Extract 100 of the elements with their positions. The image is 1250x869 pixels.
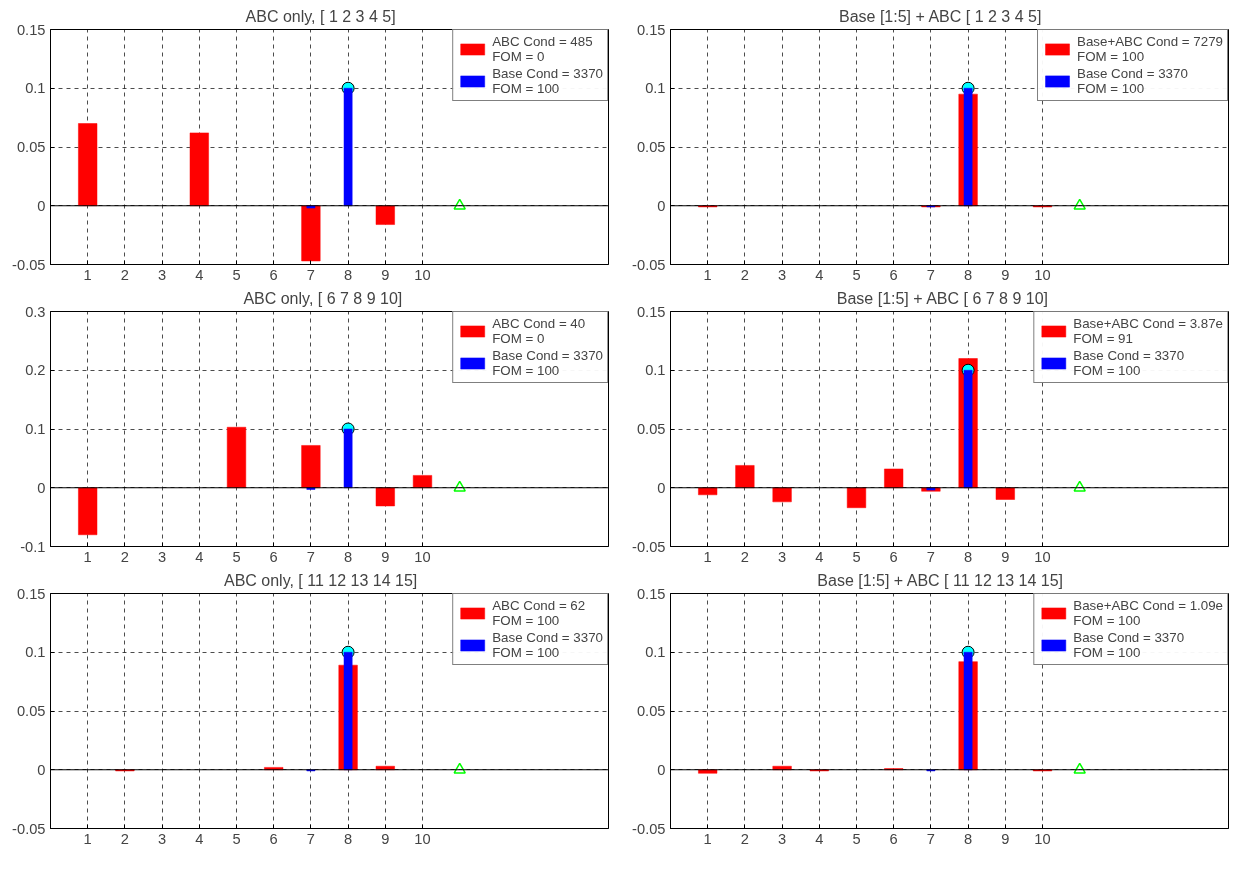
x-tick-label: 9 [381,548,390,565]
x-tick-label: 9 [1001,548,1010,565]
x-tick-label: 3 [158,266,167,283]
x-tick-label: 7 [926,266,935,283]
x-tick-label: 10 [414,830,431,847]
y-tick-label: 0.1 [25,80,46,97]
x-tick-label: 3 [778,266,787,283]
y-tick-label: 0.15 [16,585,46,602]
x-tick-label: 6 [889,266,898,283]
legend-label: Base+ABC Cond = 7279 FOM = 100 [1077,34,1223,64]
legend-label: ABC Cond = 40 FOM = 0 [492,316,586,346]
y-tick-label: 0.05 [636,139,666,155]
legend-label: Base+ABC Cond = 3.87e FOM = 91 [1073,316,1223,346]
chart-title: Base [1:5] + ABC [ 11 12 13 14 15] [817,571,1063,589]
y-tick-label: 0.1 [645,80,666,97]
x-tick-label: 8 [344,548,353,565]
y-tick-label: -0.05 [632,256,666,273]
y-tick-label: 0.15 [16,21,46,38]
chart-title: Base [1:5] + ABC [ 1 2 3 4 5] [838,7,1042,25]
legend-label: Base Cond = 3370 FOM = 100 [492,348,603,378]
y-tick-label: 0 [37,761,46,778]
y-tick-label: 0.3 [25,303,46,320]
x-tick-label: 9 [381,830,390,847]
x-tick-label: 3 [158,548,167,565]
x-tick-label: 5 [852,266,861,283]
chart-title: ABC only, [ 6 7 8 9 10] [243,289,403,307]
chart-title: ABC only, [ 11 12 13 14 15] [223,571,418,589]
y-tick-label: 0 [657,197,666,214]
y-tick-label: 0.2 [25,362,46,379]
x-tick-label: 10 [1034,830,1051,847]
x-tick-label: 1 [83,830,92,847]
x-tick-label: 7 [926,830,935,847]
x-tick-label: 8 [964,266,973,283]
x-tick-label: 3 [158,830,167,847]
x-tick-label: 6 [889,548,898,565]
x-tick-label: 2 [740,548,749,565]
y-tick-label: -0.05 [632,538,666,555]
x-tick-label: 10 [1034,266,1051,283]
chart-title: ABC only, [ 1 2 3 4 5] [245,7,396,25]
y-tick-label: 0.05 [636,703,666,719]
x-tick-label: 1 [703,548,712,565]
x-tick-label: 9 [1001,830,1010,847]
x-tick-label: 10 [414,266,431,283]
y-tick-label: 0.15 [636,303,666,320]
x-tick-label: 8 [344,830,353,847]
x-tick-label: 6 [269,548,278,565]
x-tick-label: 2 [120,548,129,565]
x-tick-label: 8 [964,830,973,847]
legend-label: Base+ABC Cond = 1.09e FOM = 100 [1073,598,1223,628]
y-tick-label: 0 [37,479,46,496]
y-tick-label: 0.1 [25,421,46,437]
y-tick-label: 0.05 [636,421,666,437]
legend-label: Base Cond = 3370 FOM = 100 [1077,66,1188,96]
x-tick-label: 4 [195,548,204,565]
x-tick-label: 4 [815,266,824,283]
y-tick-label: -0.1 [20,538,46,555]
legend-label: Base Cond = 3370 FOM = 100 [1073,348,1185,378]
x-tick-label: 5 [852,548,861,565]
x-tick-label: 8 [344,266,353,283]
x-tick-label: 7 [926,548,935,565]
x-tick-label: 7 [306,830,315,847]
y-tick-label: -0.05 [632,820,666,837]
x-tick-label: 8 [964,548,973,565]
x-tick-label: 7 [306,266,315,283]
x-tick-label: 6 [889,830,898,847]
x-tick-label: 1 [703,266,712,283]
x-tick-label: 9 [381,266,390,283]
x-tick-label: 4 [195,830,204,847]
x-tick-label: 5 [232,830,241,847]
chart-title: Base [1:5] + ABC [ 6 7 8 9 10] [836,289,1049,307]
x-tick-label: 7 [306,548,315,565]
x-tick-label: 3 [778,548,787,565]
x-tick-label: 3 [778,830,787,847]
y-tick-label: 0 [657,761,666,778]
y-tick-label: 0.1 [645,362,666,379]
y-tick-label: 0.15 [636,585,666,602]
x-tick-label: 2 [740,830,749,847]
legend-label: Base Cond = 3370 FOM = 100 [492,630,603,660]
y-tick-label: 0.1 [645,644,666,661]
x-tick-label: 5 [232,266,241,283]
legend-label: ABC Cond = 62 FOM = 100 [492,598,586,628]
y-tick-label: 0 [37,197,46,214]
legend-label: Base Cond = 3370 FOM = 100 [1073,630,1185,660]
x-tick-label: 4 [195,266,204,283]
legend-label: ABC Cond = 485 FOM = 0 [492,34,593,64]
y-tick-label: 0.05 [16,139,46,155]
x-tick-label: 4 [815,548,824,565]
y-tick-label: 0.15 [636,21,666,38]
x-tick-label: 10 [1034,548,1051,565]
x-tick-label: 4 [815,830,824,847]
y-tick-label: -0.05 [12,256,46,273]
x-tick-label: 2 [120,830,129,847]
y-tick-label: 0.1 [25,644,46,661]
x-tick-label: 5 [232,548,241,565]
x-tick-label: 1 [703,830,712,847]
x-tick-label: 9 [1001,266,1010,283]
y-tick-label: -0.05 [12,820,46,837]
x-tick-label: 10 [414,548,431,565]
y-tick-label: 0.05 [16,703,46,719]
x-tick-label: 6 [269,266,278,283]
